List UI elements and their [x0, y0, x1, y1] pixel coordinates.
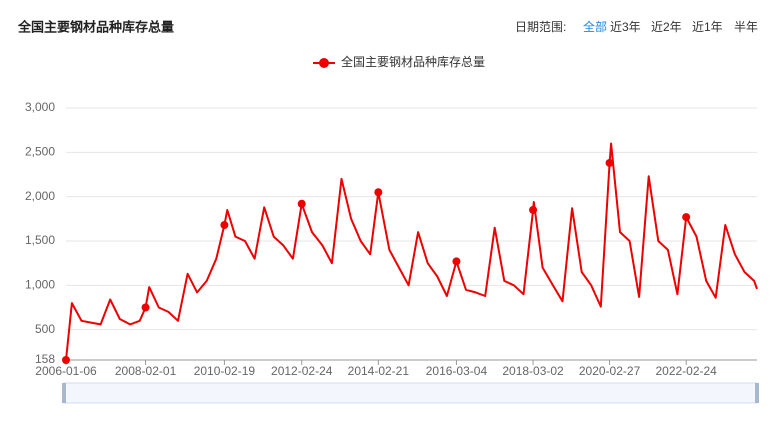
- y-tick-label: 500: [35, 322, 55, 336]
- x-tick-label: 2020-02-27: [579, 364, 641, 378]
- data-point: [682, 213, 691, 222]
- x-tick-label: 2006-01-06: [35, 364, 97, 378]
- x-tick-label: 2012-02-24: [271, 364, 333, 378]
- x-tick-label: 2016-03-04: [426, 364, 488, 378]
- chart-title: 全国主要钢材品种库存总量: [17, 19, 174, 34]
- y-tick-label: 158: [35, 352, 55, 366]
- data-point: [62, 356, 70, 364]
- data-point: [529, 205, 538, 214]
- zoom-handle-right[interactable]: [755, 383, 759, 403]
- data-point: [374, 188, 383, 197]
- legend-marker: [319, 58, 329, 68]
- data-zoom-slider[interactable]: [63, 382, 758, 404]
- x-tick-label: 2014-02-21: [348, 364, 410, 378]
- y-tick-label: 1,000: [25, 278, 55, 292]
- y-tick-label: 2,000: [25, 189, 55, 203]
- legend[interactable]: 全国主要钢材品种库存总量: [313, 54, 485, 69]
- range-option[interactable]: 近2年: [651, 20, 682, 34]
- range-option[interactable]: 全部: [583, 19, 607, 34]
- series-line: [65, 142, 758, 361]
- range-option[interactable]: 近3年: [610, 20, 641, 34]
- y-tick-label: 3,000: [25, 100, 55, 114]
- data-point: [605, 158, 614, 167]
- x-tick-label: 2018-03-02: [502, 364, 564, 378]
- x-tick-label: 2010-02-19: [194, 364, 256, 378]
- range-option[interactable]: 近1年: [692, 20, 723, 34]
- data-point: [220, 221, 229, 230]
- legend-label[interactable]: 全国主要钢材品种库存总量: [341, 54, 485, 69]
- data-point: [297, 199, 306, 208]
- zoom-handle-left[interactable]: [62, 383, 66, 403]
- data-point: [452, 257, 461, 266]
- x-tick-label: 2022-02-24: [655, 364, 717, 378]
- x-tick-label: 2008-02-01: [115, 364, 177, 378]
- range-label: 日期范围:: [515, 20, 566, 34]
- y-tick-label: 1,500: [25, 233, 55, 247]
- y-tick-label: 2,500: [25, 145, 55, 159]
- data-point: [141, 303, 150, 312]
- range-option[interactable]: 半年: [734, 20, 758, 34]
